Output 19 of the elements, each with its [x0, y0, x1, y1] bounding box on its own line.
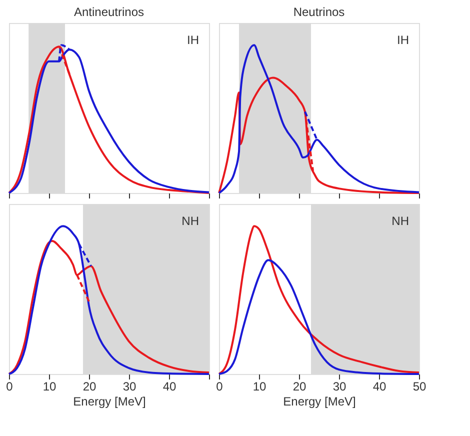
x-tick-label: 20	[292, 380, 306, 394]
x-tick-label: 0	[216, 380, 224, 394]
x-tick-label: 10	[252, 380, 266, 394]
annotation: NH	[182, 214, 199, 228]
x-tick-label: 20	[82, 380, 96, 394]
x-tick-label: 10	[42, 380, 56, 394]
x-tick-label: 40	[372, 380, 386, 394]
x-axis-title: Energy [MeV]	[73, 394, 146, 408]
chart-title: Neutrinos	[293, 5, 345, 19]
x-tick-label: 0	[6, 380, 14, 394]
annotation: IH	[187, 33, 199, 47]
x-tick-label: 30	[332, 380, 346, 394]
x-tick-label: 30	[122, 380, 136, 394]
annotation: IH	[397, 33, 409, 47]
x-tick-label: 50	[412, 380, 426, 394]
x-tick-label: 40	[162, 380, 176, 394]
x-axis-title: Energy [MeV]	[283, 394, 356, 408]
annotation: NH	[392, 214, 409, 228]
chart-title: Antineutrinos	[74, 5, 144, 19]
